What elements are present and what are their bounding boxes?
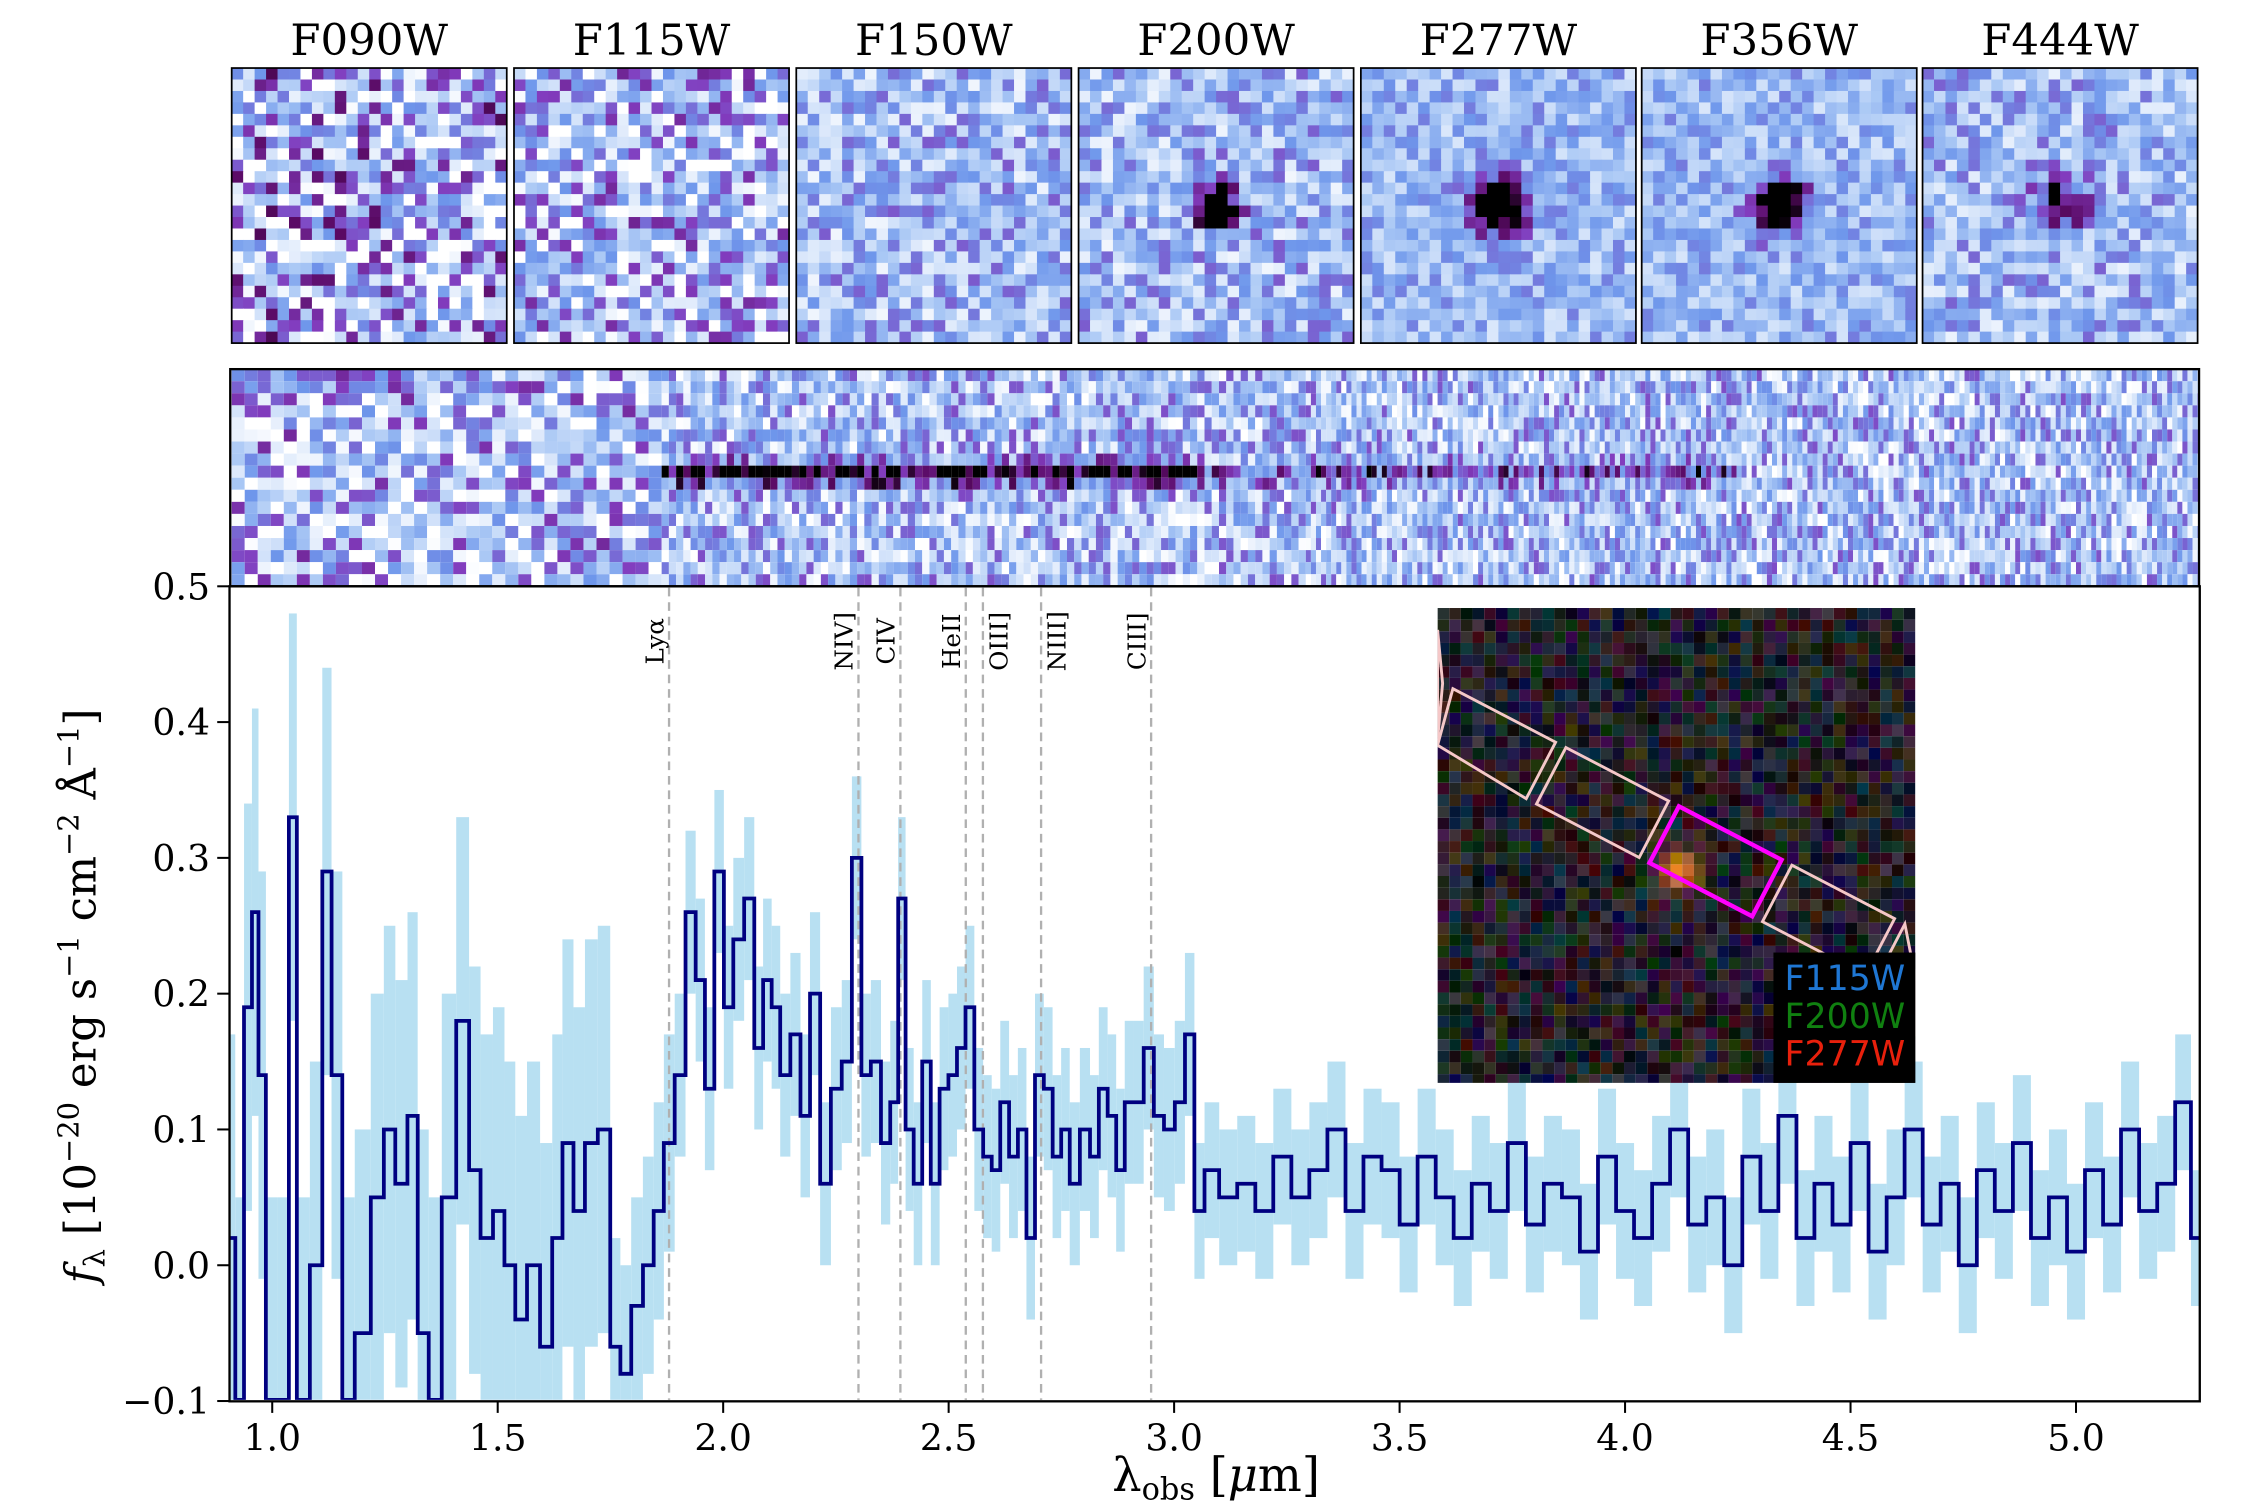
y-axis-label: fλ [10−20 erg s−1 cm−2 Å−1] — [51, 709, 111, 1287]
x-axis-label: λobs [μm] — [1112, 1448, 1320, 1507]
error-bar — [265, 1197, 278, 1400]
shutter-outline — [1534, 745, 1671, 860]
line-label: OIII] — [985, 612, 1014, 671]
x-tick-label: 1.0 — [243, 1417, 301, 1460]
error-bar — [230, 1034, 236, 1400]
stamp-f090w: F090W — [230, 16, 508, 344]
error-bar — [631, 1197, 643, 1400]
error-bar — [515, 1115, 528, 1400]
error-bar — [309, 1061, 323, 1400]
error-bar — [480, 1034, 493, 1400]
stamp-label: F444W — [1981, 16, 2139, 66]
stamp-f115w: F115W — [513, 16, 790, 344]
inset-legend-f277w: F277W — [1785, 1034, 1906, 1074]
line-label: NIV] — [830, 612, 859, 671]
axes: 1.0 1.5 2.0 2.5 3.0 3.5 4.0 4.5 5.0 −0.1 0.0 0.1 0.2… — [122, 565, 2105, 1459]
error-bar — [504, 1061, 516, 1400]
error-bar — [573, 1007, 585, 1400]
y-tick-label: 0.2 — [152, 973, 210, 1016]
stamp-label: F356W — [1700, 16, 1858, 66]
stamp-label: F090W — [290, 16, 448, 66]
x-tick-label: 2.5 — [920, 1417, 978, 1460]
stamp-label: F277W — [1420, 16, 1578, 66]
y-tick-label: 0.5 — [152, 565, 210, 608]
spectrum-2d — [229, 367, 2201, 588]
error-bar — [235, 1197, 245, 1400]
shutter-outline — [1437, 686, 1558, 801]
filter-stamps: F090W F115W F150W F200W F277W F356W F444W — [230, 16, 2199, 344]
y-tick-label: 0.3 — [152, 837, 210, 880]
line-label: NIII] — [1043, 611, 1072, 671]
inset-legend-f115w: F115W — [1785, 959, 1906, 999]
x-tick-label: 3.5 — [1371, 1417, 1429, 1460]
x-tick-label: 3.0 — [1145, 1417, 1203, 1460]
y-tick-label: 0.1 — [152, 1108, 210, 1151]
x-tick-label: 4.0 — [1596, 1417, 1654, 1460]
error-bar — [527, 1061, 541, 1400]
stamp-f444w: F444W — [1921, 16, 2199, 344]
error-bar — [428, 1197, 442, 1400]
x-tick-label: 2.0 — [694, 1417, 752, 1460]
error-bar — [552, 1034, 563, 1400]
line-label: Lyα — [640, 618, 669, 664]
error-bar — [277, 1197, 289, 1400]
error-bar — [540, 1143, 553, 1400]
error-bar — [342, 1197, 355, 1400]
x-tick-label: 4.5 — [1822, 1417, 1880, 1460]
y-tick-label: 0.0 — [152, 1244, 210, 1287]
error-bar — [620, 1265, 632, 1400]
stamp-label: F200W — [1137, 16, 1295, 66]
line-label: CIV — [872, 617, 901, 665]
flux-step-line — [230, 815, 2200, 1400]
y-tick-label: 0.4 — [152, 701, 210, 744]
line-label: CIII] — [1122, 613, 1151, 671]
error-bar — [492, 1007, 505, 1400]
x-tick-label: 5.0 — [2047, 1417, 2105, 1460]
stamp-label: F150W — [855, 16, 1013, 66]
shutter-outline — [1437, 629, 1445, 740]
error-bar — [354, 1129, 371, 1400]
stamp-f277w: F277W — [1359, 16, 1637, 344]
error-bar — [610, 1238, 621, 1400]
y-tick-label: −0.1 — [122, 1380, 210, 1423]
target-slit — [1646, 803, 1785, 920]
error-bar — [296, 1197, 310, 1400]
line-label: HeII — [937, 614, 966, 669]
stamp-f200w: F200W — [1077, 16, 1355, 344]
stamp-f356w: F356W — [1640, 16, 1918, 344]
inset-legend-f200w: F200W — [1785, 997, 1906, 1037]
stamp-f150w: F150W — [795, 16, 1073, 344]
stamp-label: F115W — [573, 16, 731, 66]
emission-line-markers: Lyα NIV] CIV HeII OIII] NIII] CIII] — [640, 587, 1153, 1400]
x-tick-label: 1.5 — [469, 1417, 527, 1460]
error-bar — [417, 1129, 429, 1400]
